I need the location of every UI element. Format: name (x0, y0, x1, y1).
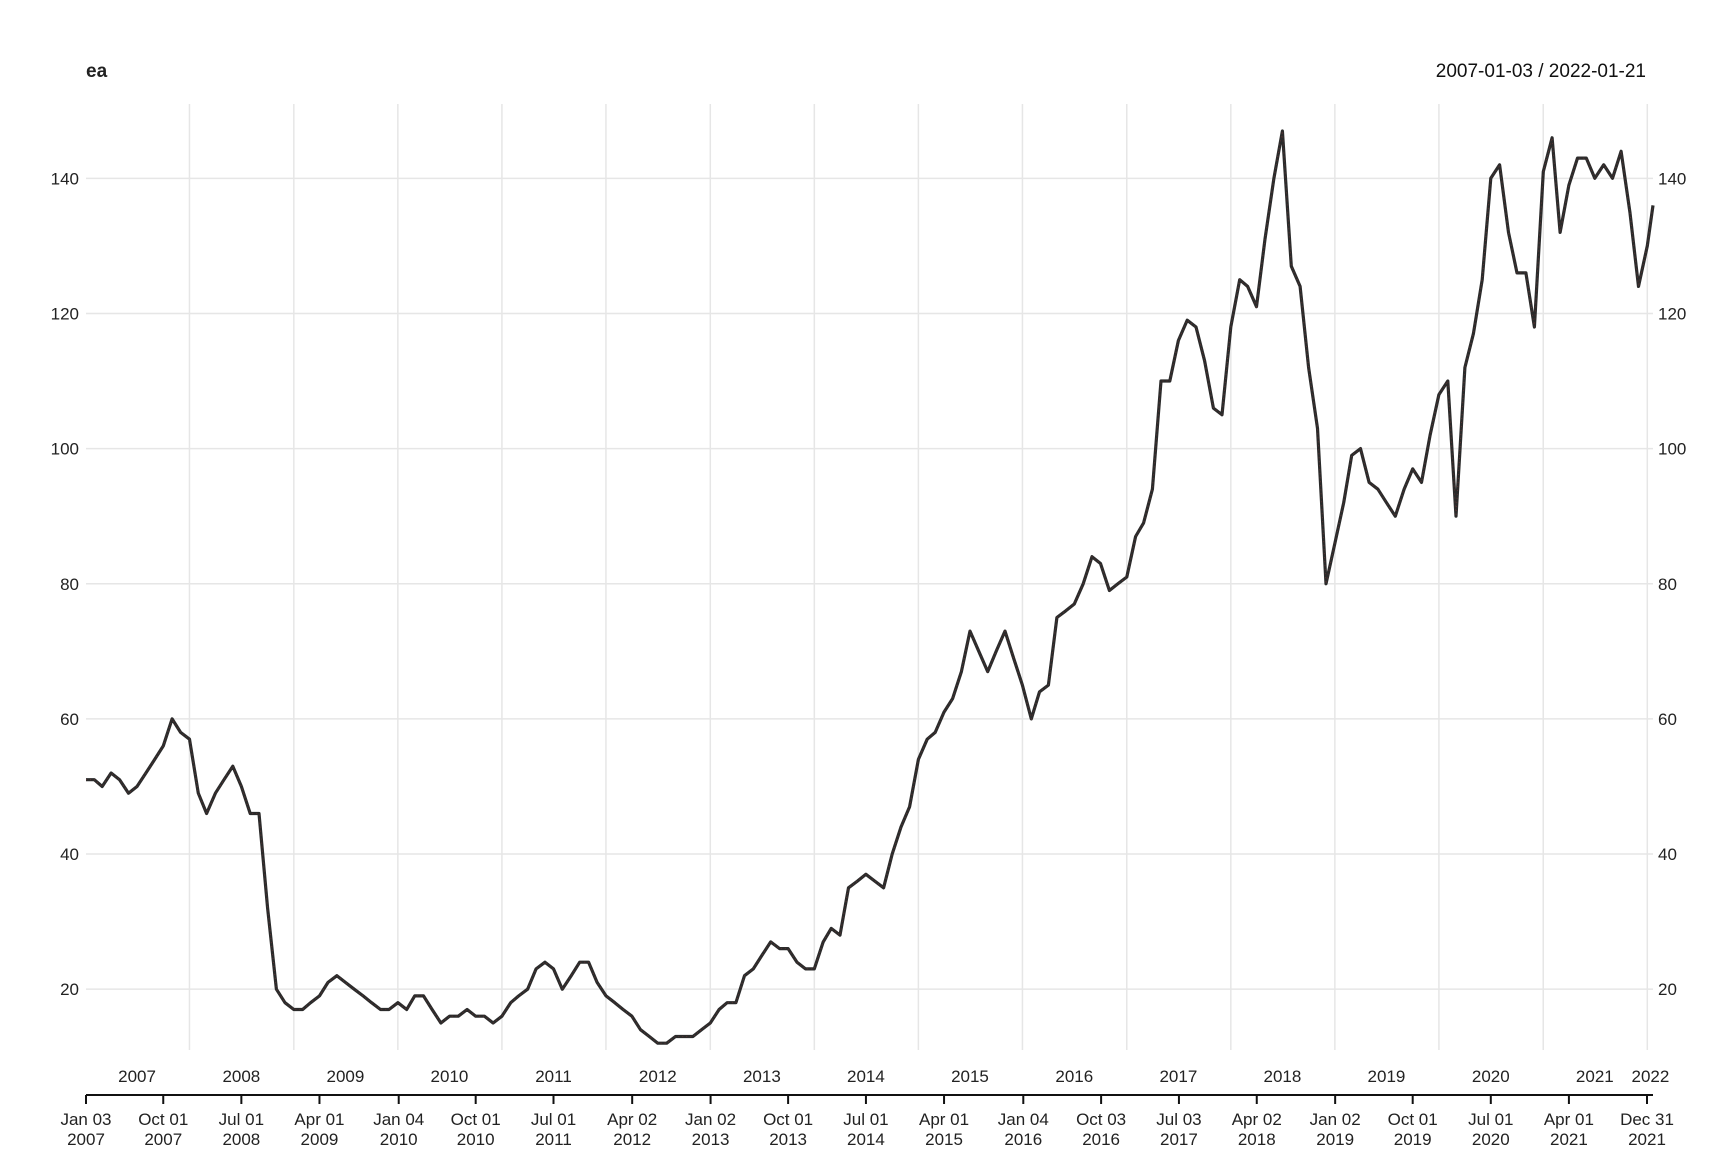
x-tick-label-date: Jul 01 (531, 1110, 576, 1129)
year-label: 2007 (118, 1067, 156, 1086)
x-tick-label-date: Oct 01 (451, 1110, 501, 1129)
x-tick-label-year: 2018 (1238, 1130, 1276, 1149)
x-tick-label-year: 2014 (847, 1130, 885, 1149)
y-tick-label-right: 40 (1658, 845, 1677, 864)
x-tick-label-date: Oct 03 (1076, 1110, 1126, 1129)
year-label: 2021 (1576, 1067, 1614, 1086)
year-label: 2019 (1368, 1067, 1406, 1086)
y-tick-label-left: 140 (51, 169, 79, 188)
year-label: 2020 (1472, 1067, 1510, 1086)
x-tick-label-date: Jul 01 (843, 1110, 888, 1129)
y-tick-label-left: 20 (60, 980, 79, 999)
y-tick-label-right: 60 (1658, 710, 1677, 729)
x-tick-label-year: 2013 (769, 1130, 807, 1149)
x-tick-label-date: Jan 02 (685, 1110, 736, 1129)
y-tick-label-right: 140 (1658, 169, 1686, 188)
y-tick-label-left: 60 (60, 710, 79, 729)
x-tick-label-year: 2020 (1472, 1130, 1510, 1149)
year-label: 2022 (1632, 1067, 1670, 1086)
x-tick-label-year: 2015 (925, 1130, 963, 1149)
grid-layer (86, 104, 1653, 1050)
year-label: 2011 (535, 1067, 572, 1086)
x-tick-label-year: 2012 (613, 1130, 651, 1149)
x-tick-label-date: Apr 02 (607, 1110, 657, 1129)
year-label: 2012 (639, 1067, 677, 1086)
series-layer (86, 129, 1655, 1045)
year-label: 2018 (1264, 1067, 1302, 1086)
price-series-overlay (86, 130, 1654, 1044)
x-tick-label-date: Apr 01 (1544, 1110, 1594, 1129)
x-tick-label-date: Apr 01 (294, 1110, 344, 1129)
x-tick-label-date: Jul 01 (219, 1110, 264, 1129)
price-series-line (86, 129, 1655, 1045)
year-label: 2017 (1159, 1067, 1197, 1086)
x-tick-label-year: 2016 (1082, 1130, 1120, 1149)
x-tick-label-year: 2009 (301, 1130, 339, 1149)
x-tick-label-year: 2007 (144, 1130, 182, 1149)
year-label: 2009 (326, 1067, 364, 1086)
x-tick-label-date: Jul 03 (1156, 1110, 1201, 1129)
x-tick-label-date: Apr 02 (1232, 1110, 1282, 1129)
y-tick-label-left: 100 (51, 440, 79, 459)
x-tick-label-date: Jan 04 (373, 1110, 424, 1129)
x-tick-label-date: Jan 02 (1310, 1110, 1361, 1129)
x-tick-label-year: 2019 (1394, 1130, 1432, 1149)
x-tick-label-year: 2013 (692, 1130, 730, 1149)
y-tick-label-left: 80 (60, 575, 79, 594)
x-tick-label-year: 2008 (222, 1130, 260, 1149)
x-tick-label-date: Apr 01 (919, 1110, 969, 1129)
x-tick-label-year: 2017 (1160, 1130, 1198, 1149)
x-tick-label-year: 2011 (535, 1130, 572, 1149)
x-tick-label-year: 2007 (67, 1130, 105, 1149)
x-tick-label-year: 2010 (380, 1130, 418, 1149)
y-tick-label-right: 20 (1658, 980, 1677, 999)
y-tick-label-left: 40 (60, 845, 79, 864)
x-tick-label-year: 2016 (1004, 1130, 1042, 1149)
x-tick-label-year: 2019 (1316, 1130, 1354, 1149)
x-tick-label-year: 2021 (1628, 1130, 1666, 1149)
year-label: 2008 (222, 1067, 260, 1086)
chart-date-range: 2007-01-03 / 2022-01-21 (1436, 61, 1646, 82)
x-tick-label-date: Jul 01 (1468, 1110, 1513, 1129)
y-tick-label-right: 100 (1658, 440, 1686, 459)
x-tick-label-date: Dec 31 (1620, 1110, 1674, 1129)
y-tick-label-right: 80 (1658, 575, 1677, 594)
y-tick-label-left: 120 (51, 304, 79, 323)
x-tick-label-date: Oct 01 (1388, 1110, 1438, 1129)
x-tick-label-date: Oct 01 (138, 1110, 188, 1129)
year-label: 2013 (743, 1067, 781, 1086)
x-tick-label-date: Oct 01 (763, 1110, 813, 1129)
x-tick-label-year: 2021 (1550, 1130, 1588, 1149)
year-label: 2014 (847, 1067, 885, 1086)
y-tick-label-right: 120 (1658, 304, 1686, 323)
x-tick-label-year: 2010 (457, 1130, 495, 1149)
chart-title: ea (86, 61, 108, 82)
year-label: 2010 (431, 1067, 469, 1086)
x-tick-label-date: Jan 03 (60, 1110, 111, 1129)
x-tick-label-date: Jan 04 (998, 1110, 1049, 1129)
year-label: 2015 (951, 1067, 989, 1086)
year-label: 2016 (1055, 1067, 1093, 1086)
